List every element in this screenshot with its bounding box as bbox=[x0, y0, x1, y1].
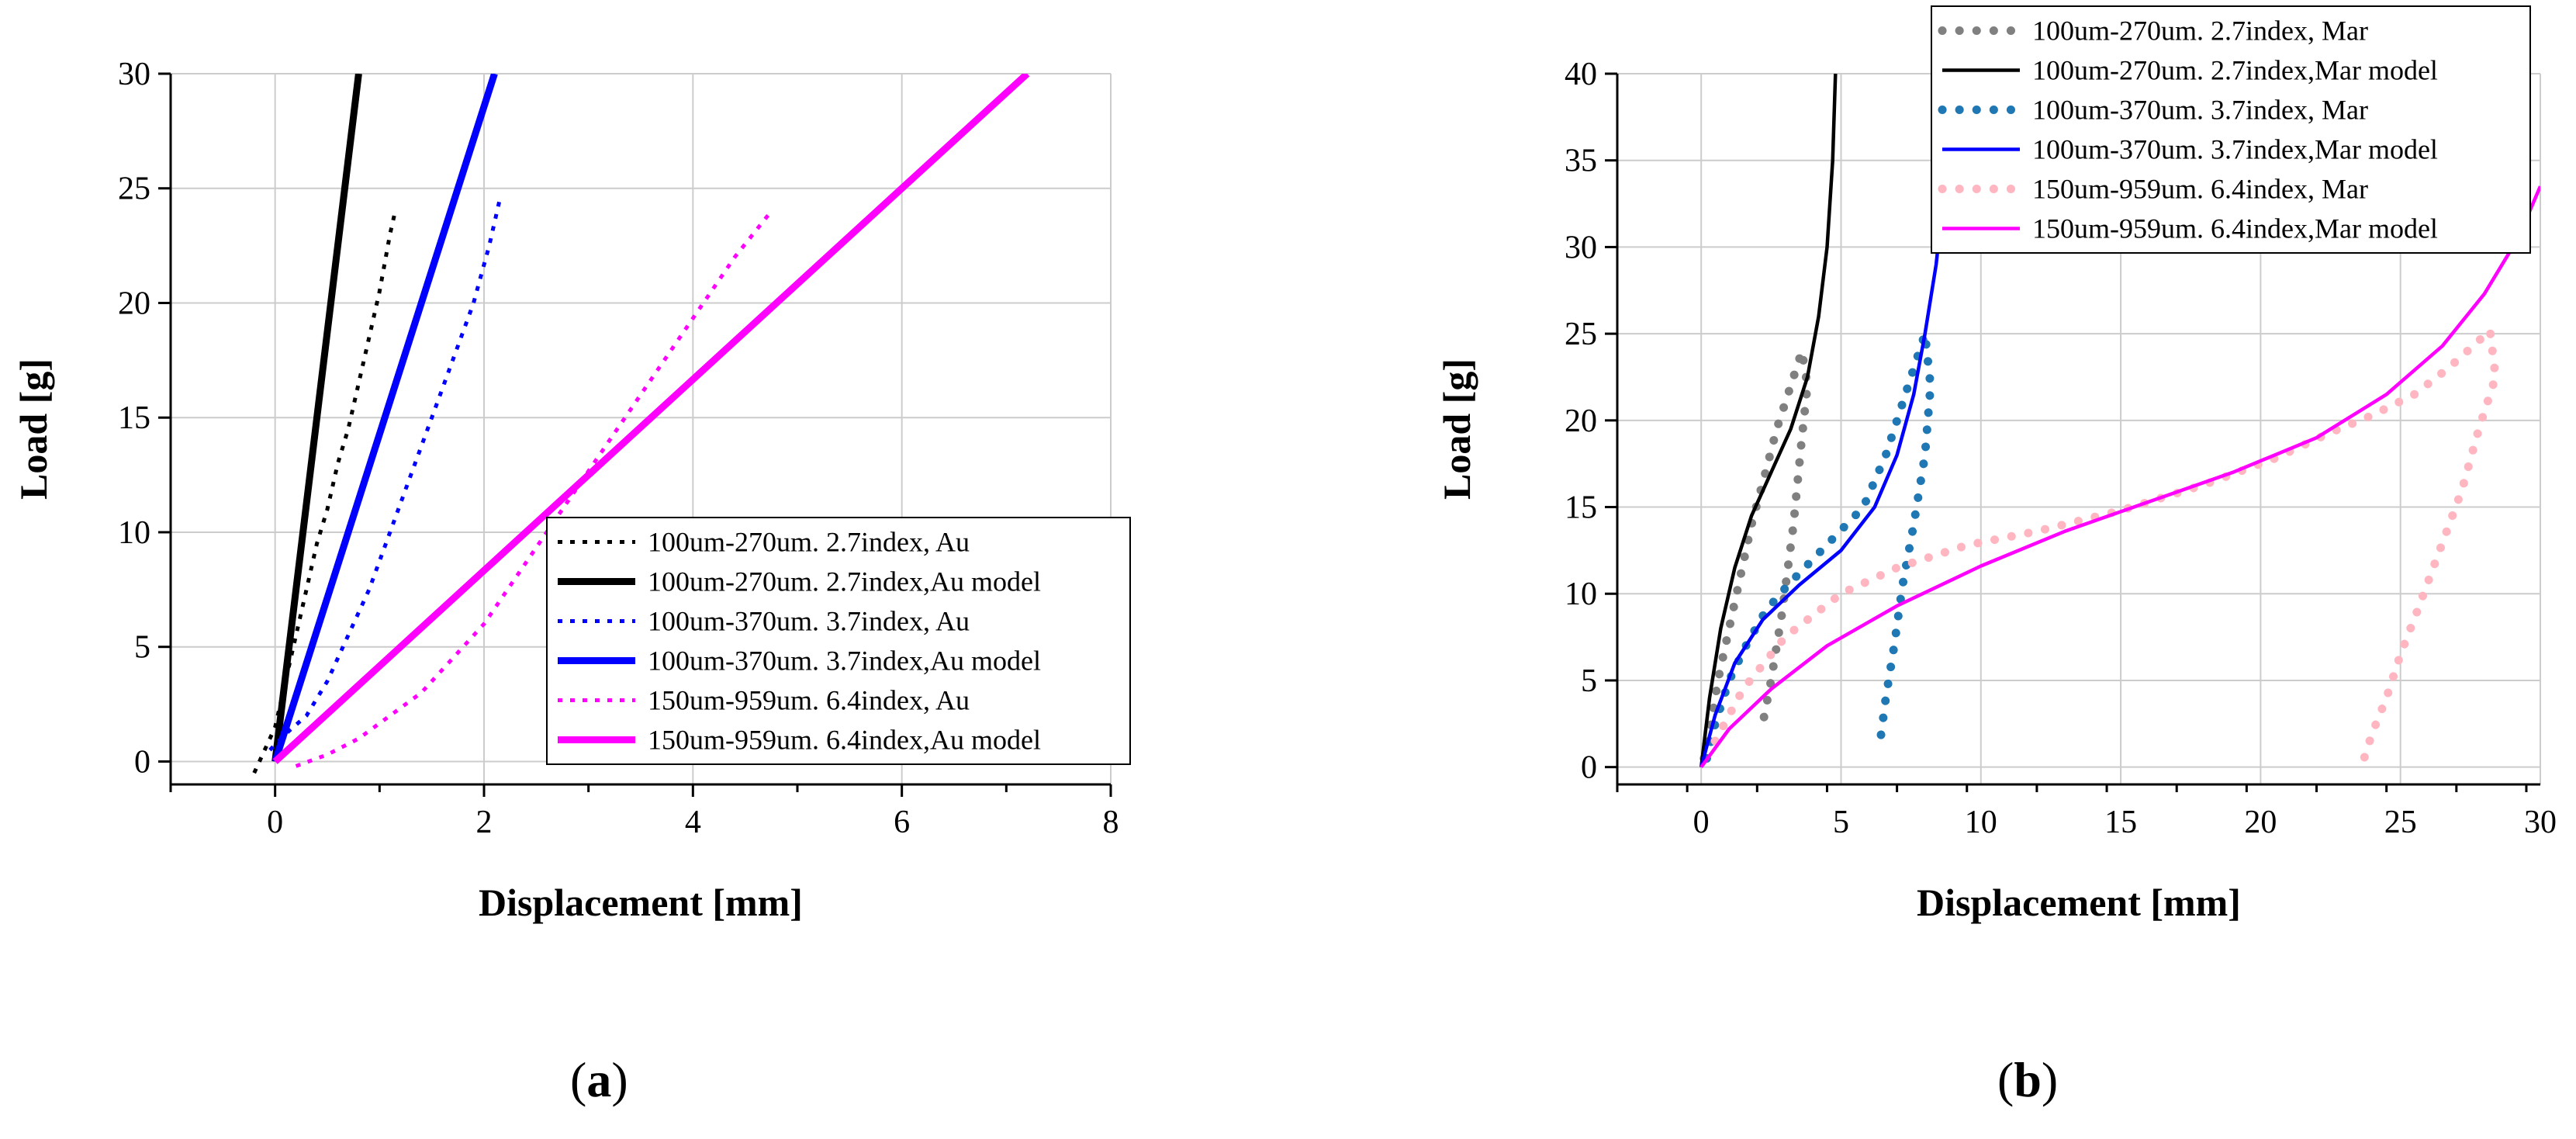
legend-box bbox=[546, 517, 1131, 765]
legend-entry-label: 100um-370um. 3.7index, Mar bbox=[2032, 95, 2368, 126]
panel-label-b: (b) bbox=[1997, 1052, 2059, 1107]
legend-entry-label: 150um-959um. 6.4index, Mar bbox=[2032, 174, 2368, 205]
y-tick-label: 5 bbox=[1581, 663, 1597, 699]
legend-entry-label: 100um-270um. 2.7index, Au bbox=[648, 527, 970, 558]
x-tick-label: 30 bbox=[2524, 805, 2557, 840]
chart-panel-a: 0 2 4 6 8 0 5 10 15 20 25 30 Displacement [mm] Load [… bbox=[12, 57, 1131, 924]
x-tick-label: 10 bbox=[1965, 805, 1997, 840]
y-tick-label: 30 bbox=[118, 57, 150, 92]
legend-entry-label: 150um-959um. 6.4index, Au bbox=[648, 685, 970, 716]
y-tick-label: 30 bbox=[1565, 230, 1597, 265]
series-line-3 bbox=[268, 199, 502, 752]
panel-letter-b: b bbox=[2014, 1052, 2042, 1107]
legend-entry-label: 150um-959um. 6.4index,Mar model bbox=[2032, 213, 2438, 244]
series-line-5 bbox=[295, 209, 773, 768]
y-axis-title: Load [g] bbox=[12, 358, 55, 500]
y-tick-label: 10 bbox=[118, 515, 150, 551]
y-tick-label: 20 bbox=[1565, 403, 1597, 439]
series-layer bbox=[252, 74, 1030, 774]
x-tick-label: 20 bbox=[2244, 805, 2277, 840]
y-tick-label: 15 bbox=[1565, 490, 1597, 526]
x-tick-label: 0 bbox=[1693, 805, 1710, 840]
series-layer bbox=[1699, 74, 2540, 769]
chart-panel-b: 0 5 10 15 20 25 30 0 5 10 15 20 25 30 35 40 Displacement… bbox=[1435, 5, 2557, 924]
y-tick-label: 25 bbox=[1565, 317, 1597, 352]
x-tick-label: 0 bbox=[267, 805, 283, 840]
y-tick-label: 0 bbox=[1581, 750, 1597, 786]
panel-letter-a: a bbox=[586, 1052, 612, 1107]
x-tick-label: 8 bbox=[1103, 805, 1119, 840]
y-tick-label: 15 bbox=[118, 400, 150, 436]
y-axis-title: Load [g] bbox=[1435, 358, 1478, 500]
y-tick-label: 20 bbox=[118, 286, 150, 321]
series-line-4 bbox=[1699, 212, 1944, 768]
y-tick-label: 35 bbox=[1565, 144, 1597, 179]
series-line-5 bbox=[1710, 326, 2500, 763]
y-tick-label: 5 bbox=[134, 630, 150, 666]
x-axis-title: Displacement [mm] bbox=[479, 881, 803, 924]
legend-entry-label: 100um-370um. 3.7index,Mar model bbox=[2032, 134, 2438, 165]
x-axis-title: Displacement [mm] bbox=[1917, 881, 2241, 924]
series-line-6 bbox=[272, 74, 1030, 764]
y-tick-label: 0 bbox=[134, 744, 150, 780]
legend-entry-label: 100um-270um. 2.7index, Mar bbox=[2032, 16, 2368, 47]
series-line-6 bbox=[1699, 185, 2540, 769]
series-line-2 bbox=[1699, 74, 1838, 767]
y-tick-label: 25 bbox=[118, 171, 150, 207]
series-line-2 bbox=[271, 74, 362, 763]
legend-box bbox=[1931, 5, 2531, 254]
legend-entry-label: 100um-370um. 3.7index,Au model bbox=[648, 646, 1041, 677]
legend-entry-label: 150um-959um. 6.4index,Au model bbox=[648, 725, 1041, 756]
panel-label-a: (a) bbox=[570, 1052, 628, 1107]
x-tick-label: 4 bbox=[685, 805, 701, 840]
legend-entry-label: 100um-370um. 3.7index, Au bbox=[648, 606, 970, 637]
x-tick-label: 25 bbox=[2384, 805, 2417, 840]
x-tick-label: 15 bbox=[2104, 805, 2137, 840]
y-tick-label: 10 bbox=[1565, 576, 1597, 612]
x-tick-label: 5 bbox=[1833, 805, 1849, 840]
x-tick-label: 2 bbox=[476, 805, 493, 840]
legend-entry-label: 100um-270um. 2.7index,Au model bbox=[648, 566, 1041, 597]
y-tick-label: 40 bbox=[1565, 57, 1597, 92]
x-tick-label: 6 bbox=[894, 805, 910, 840]
legend-entry-label: 100um-270um. 2.7index,Mar model bbox=[2032, 55, 2438, 86]
series-line-4 bbox=[271, 74, 498, 763]
